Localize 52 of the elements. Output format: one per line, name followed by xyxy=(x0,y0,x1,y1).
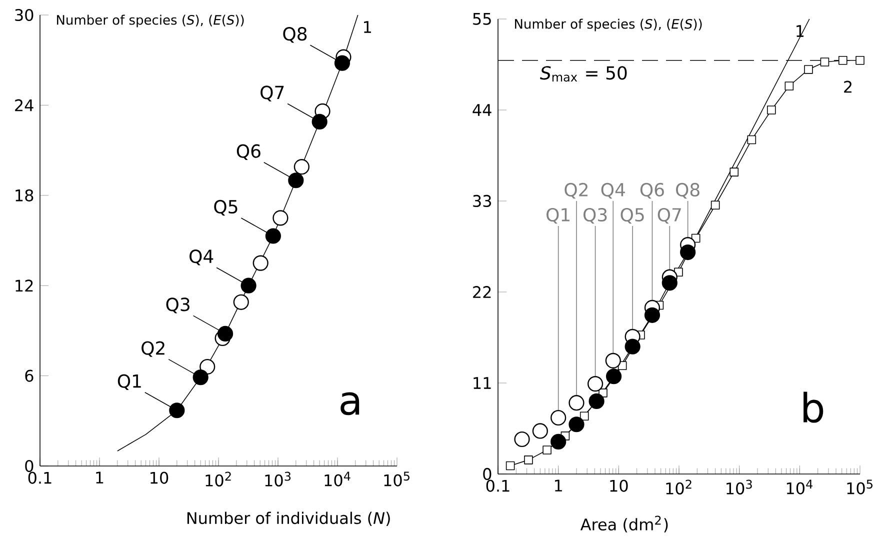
ref-line-label: S$_{max}$ = 50 xyxy=(540,66,627,82)
annotation: Q8 xyxy=(283,27,307,43)
x-tick-label: 1 xyxy=(555,480,562,492)
annotation: Q1 xyxy=(118,374,141,390)
annotation: Q4 xyxy=(601,182,625,199)
y-tick-label: 30 xyxy=(15,8,34,22)
y-tick-label: 0 xyxy=(483,468,492,480)
x-tick-label: 10$^{3}$ xyxy=(726,480,752,495)
x-tick-label: 10$^{2}$ xyxy=(666,480,692,495)
y-tick-label: 11 xyxy=(474,377,491,389)
annotation: Q6 xyxy=(236,144,260,160)
series-label: 1 xyxy=(364,21,371,33)
x-tick-label: 10$^{5}$ xyxy=(847,480,872,494)
y-axis-title: Number of species (S), (E(S)) xyxy=(57,14,244,28)
series-label: 1 xyxy=(796,25,804,37)
y-tick-label: 22 xyxy=(473,286,491,298)
annotation: Q7 xyxy=(658,208,681,224)
x-axis-title: Number of individuals (N) xyxy=(187,512,390,526)
x-tick-label: 0.1 xyxy=(486,480,510,492)
annotation: b xyxy=(804,392,824,423)
annotation: Q4 xyxy=(190,250,214,266)
x-tick-label: 10 xyxy=(610,480,628,492)
annotation: Q3 xyxy=(584,208,607,224)
y-tick-label: 44 xyxy=(472,104,492,116)
x-tick-label: 10 xyxy=(150,472,168,484)
y-axis-title: Number of species (S), (E(S)) xyxy=(515,18,702,32)
x-tick-label: 1 xyxy=(96,472,104,484)
annotation: Q8 xyxy=(676,182,700,199)
y-tick-label: 12 xyxy=(16,280,33,292)
x-axis-title: Area (dm$^{2}$) xyxy=(580,516,668,532)
y-tick-label: 24 xyxy=(15,99,34,112)
x-tick-label: 10$^{3}$ xyxy=(265,472,291,487)
series-label: 2 xyxy=(844,80,852,93)
annotation: Q2 xyxy=(142,341,164,357)
annotation: Q7 xyxy=(260,86,284,102)
y-tick-label: 6 xyxy=(25,370,34,382)
annotation: Q6 xyxy=(640,182,664,199)
y-tick-label: 18 xyxy=(16,189,34,202)
y-tick-label: 55 xyxy=(473,13,491,25)
y-tick-label: 0 xyxy=(25,460,34,472)
annotation: Q5 xyxy=(620,208,644,224)
x-tick-label: 10$^{4}$ xyxy=(324,472,350,486)
annotation: Q1 xyxy=(546,208,570,224)
annotation: Q2 xyxy=(564,182,588,199)
x-tick-label: 10$^{5}$ xyxy=(384,472,410,486)
annotation: Q3 xyxy=(166,298,190,314)
annotation: a xyxy=(340,392,360,416)
x-tick-label: 10$^{4}$ xyxy=(786,480,812,494)
annotation: Q5 xyxy=(214,200,238,216)
x-tick-label: 0.1 xyxy=(28,472,52,484)
x-tick-label: 10$^{2}$ xyxy=(206,472,231,487)
y-tick-label: 33 xyxy=(473,194,491,208)
